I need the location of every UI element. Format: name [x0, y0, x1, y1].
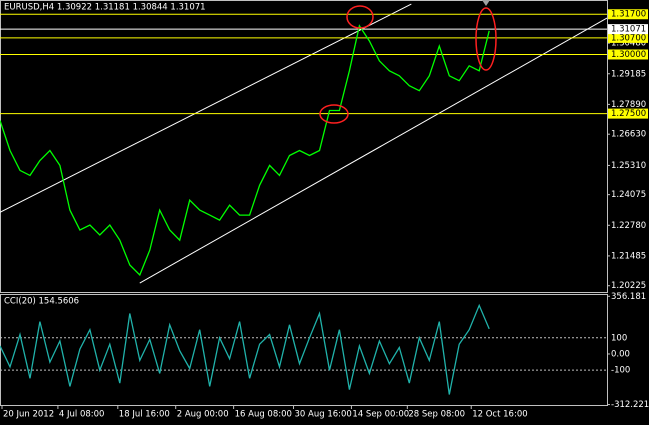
x-tick-label: 16 Aug 08:00	[235, 410, 292, 420]
y-tick-label: 1.30480	[611, 39, 646, 49]
highlight-ellipse	[346, 5, 374, 29]
y-tick-label: 356.181	[611, 292, 646, 302]
highlight-ellipse	[319, 104, 349, 124]
level-label-box	[608, 9, 648, 20]
x-tick-label: 30 Aug 16:00	[295, 410, 352, 420]
y-tick-label: 0.00	[611, 349, 630, 359]
y-tick-label: 1.24075	[611, 190, 646, 200]
level-label: 1.30000	[611, 50, 646, 60]
y-tick-label: 1.20225	[611, 281, 646, 291]
series-group	[0, 24, 490, 277]
channel-line	[139, 17, 607, 284]
x-tick-label: 4 Jul 08:00	[59, 410, 105, 420]
channel-line	[0, 3, 412, 213]
series-line	[0, 303, 490, 395]
level-label-box	[608, 24, 648, 35]
shift-marker	[482, 0, 490, 6]
level-label: 1.31071	[611, 25, 646, 35]
x-tick-label: 28 Sep 08:00	[408, 410, 465, 420]
series-line	[0, 24, 490, 277]
level-label: 1.27500	[611, 109, 646, 119]
panel	[0, 337, 607, 371]
level-label: 100	[611, 333, 627, 343]
level-label: 1.30700	[611, 33, 646, 43]
x-tick-label: 12 Oct 16:00	[472, 410, 527, 420]
y-tick-label: 1.25310	[611, 161, 646, 171]
price-panel-frame	[0, 0, 608, 293]
level-label-box	[608, 49, 648, 60]
y-tick-label: 1.22780	[611, 221, 646, 231]
y-tick-label: 1.26630	[611, 130, 646, 140]
level-label-box	[608, 32, 648, 43]
series-group	[0, 303, 490, 395]
panel-title: EURUSD,H4 1.30922 1.31181 1.30844 1.3107…	[4, 3, 206, 13]
x-tick-label: 18 Jul 16:00	[119, 410, 170, 420]
y-tick-label: 1.21485	[611, 251, 646, 261]
x-tick-label: 2 Aug 00:00	[177, 410, 229, 420]
y-tick-label: 1.29185	[611, 69, 646, 79]
y-tick-label: -312.221	[611, 400, 649, 410]
level-label: -100	[611, 366, 630, 376]
x-tick-label: 20 Jun 2012	[3, 410, 54, 420]
level-label: 1.31700	[611, 10, 646, 20]
y-tick-label: 1.27890	[611, 100, 646, 110]
panel	[0, 3, 607, 284]
cci-panel-frame	[0, 294, 608, 406]
highlight-ellipse	[475, 7, 497, 71]
level-label-box	[608, 108, 648, 119]
plot-layer: EURUSD,H4 1.30922 1.31181 1.30844 1.3107…	[0, 3, 649, 420]
x-tick-label: 14 Sep 00:00	[352, 410, 409, 420]
panel-title: CCI(20) 154.5606	[4, 297, 79, 307]
